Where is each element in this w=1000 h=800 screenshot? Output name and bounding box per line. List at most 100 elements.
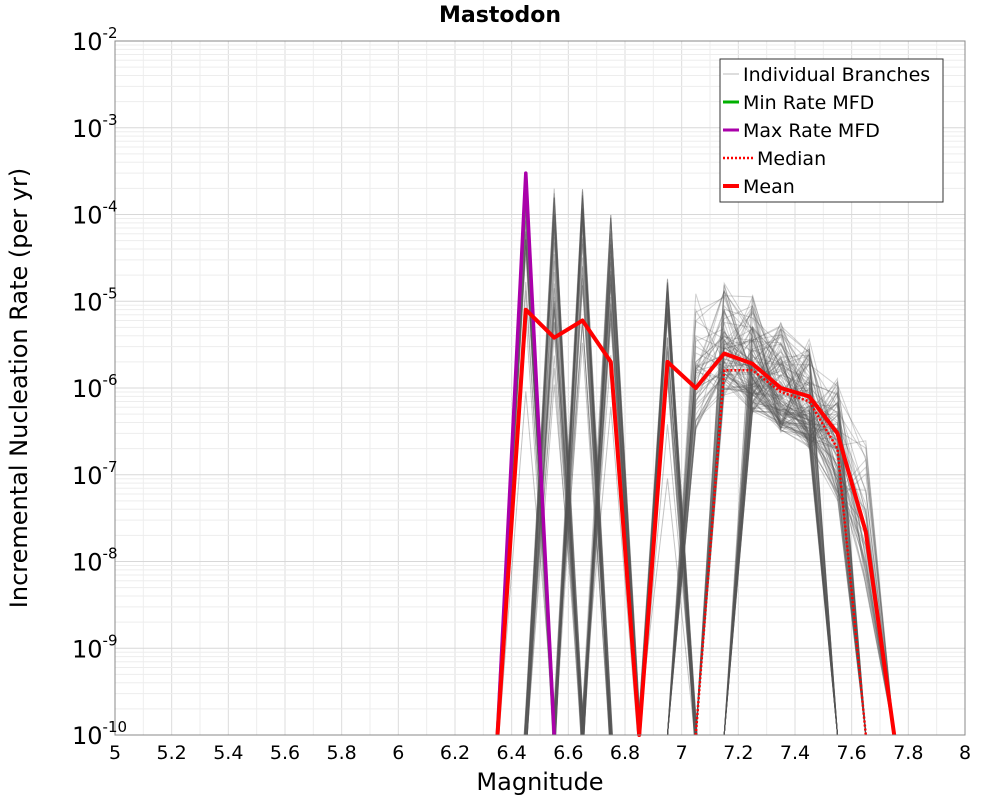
branch-line [552,209,610,736]
branch-line [525,321,583,736]
branch-line [524,221,582,736]
y-tick-label: 10-10 [72,718,127,750]
branch-line [695,346,838,736]
branch-line [695,347,838,736]
x-tick-label: 6.2 [440,742,470,764]
branch-line [526,221,585,736]
branch-line [582,244,641,736]
branch-line [695,354,838,736]
x-tick-label: 7.4 [780,742,810,764]
branch-line [667,364,838,736]
x-tick-label: 6.6 [553,742,583,764]
branch-line [526,197,585,736]
branch-line [695,339,895,736]
branch-line [525,260,583,736]
branch-line [667,347,867,736]
branch-line [583,284,641,736]
branch-line [723,329,867,736]
branch-line [667,371,867,736]
branch-line [695,363,895,736]
series-layer [495,171,897,737]
branch-line [581,256,640,736]
branch-line [723,344,895,736]
branch-line [553,237,612,736]
branch-line [553,266,612,736]
legend-label: Max Rate MFD [743,120,880,142]
branch-line [582,255,641,736]
x-tick-label: 6.8 [610,742,640,764]
branch-line [695,340,867,736]
branch-line [723,299,895,736]
branch-line [553,229,612,736]
branch-line [526,205,585,736]
y-tick-label: 10-4 [72,198,118,230]
branch-line [695,321,895,736]
branch-line [555,189,613,736]
branch-line [552,267,611,736]
branch-line [723,381,895,736]
branch-line [695,326,838,736]
x-axis-label: Magnitude [476,768,603,796]
branch-line [524,368,583,736]
branch-line [723,294,838,736]
branch-line [552,194,611,736]
branch-line [637,285,696,736]
branch-line [554,257,612,736]
plot-frame [114,40,966,736]
branch-line [554,197,613,736]
branch-line [553,285,611,736]
branch-line [695,332,838,736]
branch-line [723,376,838,736]
branch-line [583,304,642,736]
branch-line [667,339,895,736]
branch-line [667,320,895,736]
legend-label: Min Rate MFD [743,92,874,114]
branch-line [667,325,895,736]
branch-line [523,237,582,736]
branch-line [723,382,838,736]
branch-line [667,349,867,736]
branch-line [695,340,838,736]
branch-line [526,197,585,736]
branch-line [695,337,895,736]
branch-line [667,295,895,736]
x-tick-label: 7 [676,742,688,764]
branch-line [667,331,867,736]
branch-line [526,254,585,736]
branch-line [723,356,838,736]
branch-line [667,293,895,736]
branch-line [523,197,582,736]
x-tick-label: 5.2 [157,742,187,764]
y-tick-label: 10-3 [72,111,118,143]
branch-line [524,223,583,736]
branch-line [723,357,867,736]
branch-line [553,212,612,736]
branch-line [723,359,838,736]
branch-line [667,336,838,736]
branch-line [554,208,612,736]
branch-line [667,334,895,736]
branch-line [524,213,583,736]
branch-line [723,342,838,736]
y-tick-label: 10-5 [72,284,118,316]
branch-line [637,312,695,736]
branch-line [723,380,867,736]
branch-line [582,244,640,736]
branch-line [667,370,838,736]
branch-line [554,195,612,736]
branch-line [526,301,585,736]
branch-line [583,227,642,736]
y-tick-label: 10-6 [72,371,118,403]
x-tick-label: 7.8 [893,742,923,764]
branch-line [526,309,585,736]
branch-line [723,394,895,736]
branch-line [723,409,838,736]
branch-line [637,478,696,736]
branch-line [583,271,641,736]
branch-line [552,342,611,736]
branch-line [553,197,612,736]
branch-line [525,193,583,736]
branch-line [583,230,642,736]
grid [114,41,966,736]
branch-line [723,347,838,736]
